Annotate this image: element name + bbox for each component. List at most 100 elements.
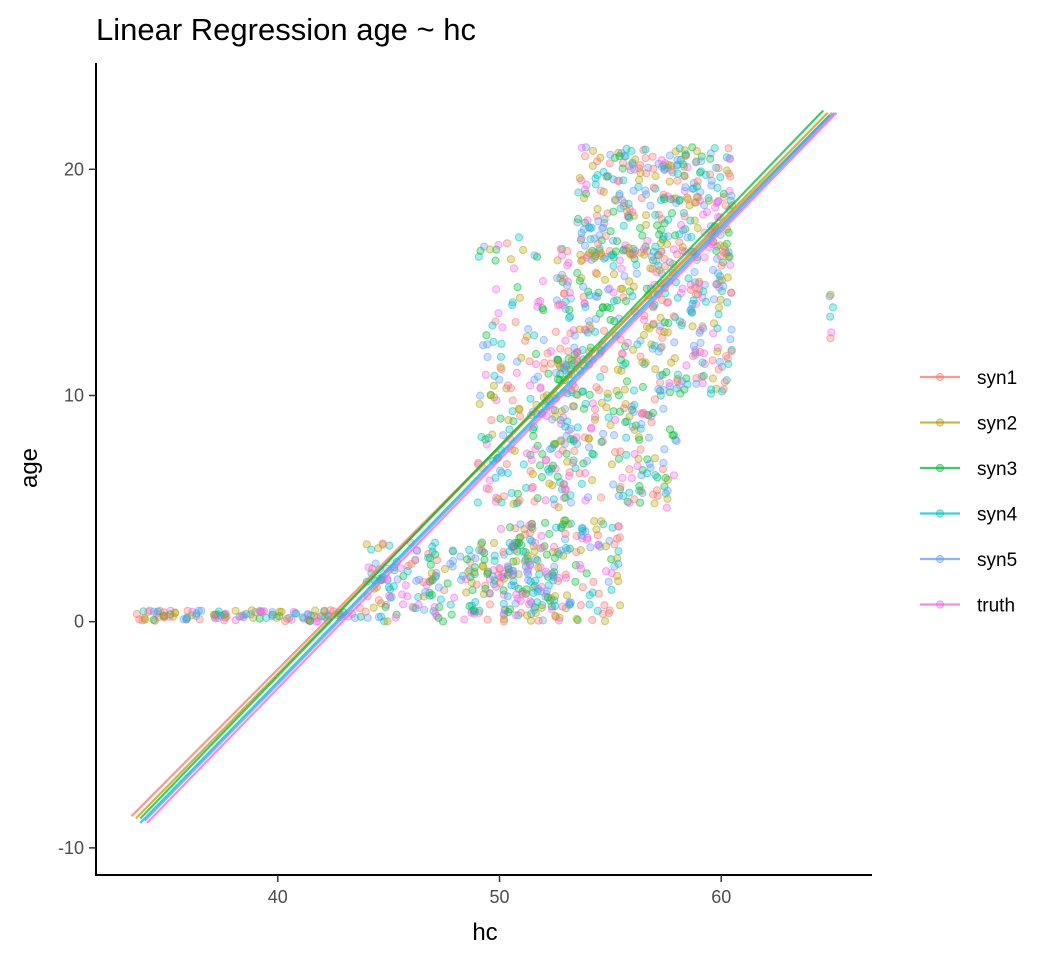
data-point bbox=[542, 567, 551, 576]
data-point bbox=[614, 391, 624, 400]
data-point bbox=[483, 340, 492, 349]
data-point bbox=[665, 151, 675, 160]
data-point bbox=[686, 285, 696, 294]
data-point bbox=[554, 301, 563, 310]
data-point bbox=[827, 328, 836, 337]
data-point bbox=[680, 212, 689, 221]
x-tick-label: 60 bbox=[711, 887, 731, 907]
legend-key-point bbox=[935, 463, 945, 473]
data-point bbox=[491, 473, 500, 482]
data-point bbox=[698, 379, 707, 388]
data-point bbox=[573, 348, 582, 357]
data-point bbox=[220, 616, 229, 625]
data-point bbox=[159, 612, 169, 621]
data-point bbox=[179, 615, 188, 624]
legend-key-point bbox=[935, 600, 945, 609]
data-point bbox=[153, 607, 162, 616]
data-point bbox=[565, 305, 574, 314]
data-point bbox=[539, 306, 548, 315]
data-point bbox=[601, 231, 610, 241]
data-point bbox=[701, 297, 711, 306]
data-point bbox=[537, 473, 547, 482]
data-point bbox=[673, 370, 683, 379]
data-point bbox=[465, 545, 474, 555]
data-point bbox=[650, 499, 659, 508]
data-point bbox=[631, 155, 640, 164]
data-point bbox=[385, 541, 394, 550]
data-point bbox=[650, 454, 660, 463]
data-point bbox=[132, 609, 141, 619]
data-point bbox=[658, 465, 668, 474]
data-point bbox=[523, 567, 532, 577]
data-point bbox=[592, 270, 602, 279]
data-point bbox=[588, 146, 598, 155]
data-point bbox=[496, 573, 505, 582]
data-point bbox=[485, 600, 495, 609]
data-point bbox=[641, 154, 650, 163]
data-point bbox=[526, 577, 535, 586]
data-point bbox=[634, 454, 643, 463]
data-point bbox=[696, 167, 706, 176]
data-point bbox=[695, 279, 704, 288]
data-point bbox=[620, 385, 629, 394]
data-point bbox=[649, 183, 658, 192]
data-point bbox=[469, 606, 478, 615]
data-point bbox=[649, 303, 658, 312]
data-point bbox=[247, 606, 256, 615]
data-point bbox=[649, 490, 658, 499]
data-point bbox=[381, 602, 390, 612]
data-point bbox=[538, 601, 547, 610]
data-point bbox=[494, 240, 503, 250]
data-point bbox=[594, 217, 603, 226]
data-point bbox=[584, 443, 594, 452]
data-point bbox=[615, 190, 624, 199]
data-point bbox=[237, 612, 246, 621]
data-point bbox=[727, 347, 736, 356]
data-point bbox=[537, 531, 546, 540]
data-point bbox=[557, 251, 567, 260]
data-point bbox=[671, 435, 680, 444]
data-point bbox=[571, 577, 580, 586]
data-point bbox=[541, 496, 550, 505]
data-point bbox=[651, 365, 660, 374]
data-point bbox=[604, 413, 613, 422]
legend-label: syn2 bbox=[977, 414, 1017, 435]
data-point bbox=[670, 338, 679, 347]
data-point bbox=[539, 335, 548, 345]
data-point bbox=[559, 289, 569, 298]
data-point bbox=[570, 447, 579, 456]
data-point bbox=[692, 147, 702, 156]
data-point bbox=[605, 159, 614, 168]
data-point bbox=[434, 583, 443, 592]
data-point bbox=[499, 599, 508, 609]
data-point bbox=[411, 556, 420, 565]
data-point bbox=[537, 603, 546, 613]
data-point bbox=[511, 611, 521, 620]
data-point bbox=[508, 566, 518, 575]
data-point bbox=[168, 612, 178, 621]
data-point bbox=[551, 412, 560, 421]
data-point bbox=[722, 352, 731, 361]
data-point bbox=[693, 224, 702, 233]
data-point bbox=[540, 358, 549, 367]
data-point bbox=[397, 590, 407, 599]
data-point bbox=[561, 485, 570, 494]
data-point bbox=[292, 609, 301, 618]
data-point bbox=[138, 616, 147, 625]
data-point bbox=[648, 152, 657, 161]
data-point bbox=[678, 284, 687, 293]
data-point bbox=[588, 476, 597, 485]
data-point bbox=[607, 569, 616, 578]
data-point bbox=[622, 377, 632, 386]
data-point bbox=[487, 416, 496, 425]
data-point bbox=[597, 398, 607, 407]
data-point bbox=[401, 581, 410, 590]
data-point bbox=[677, 321, 686, 330]
data-point bbox=[826, 312, 835, 321]
data-point bbox=[719, 282, 728, 291]
data-point bbox=[428, 542, 437, 551]
data-point bbox=[700, 253, 709, 262]
data-point bbox=[598, 224, 607, 233]
data-point bbox=[826, 290, 835, 299]
